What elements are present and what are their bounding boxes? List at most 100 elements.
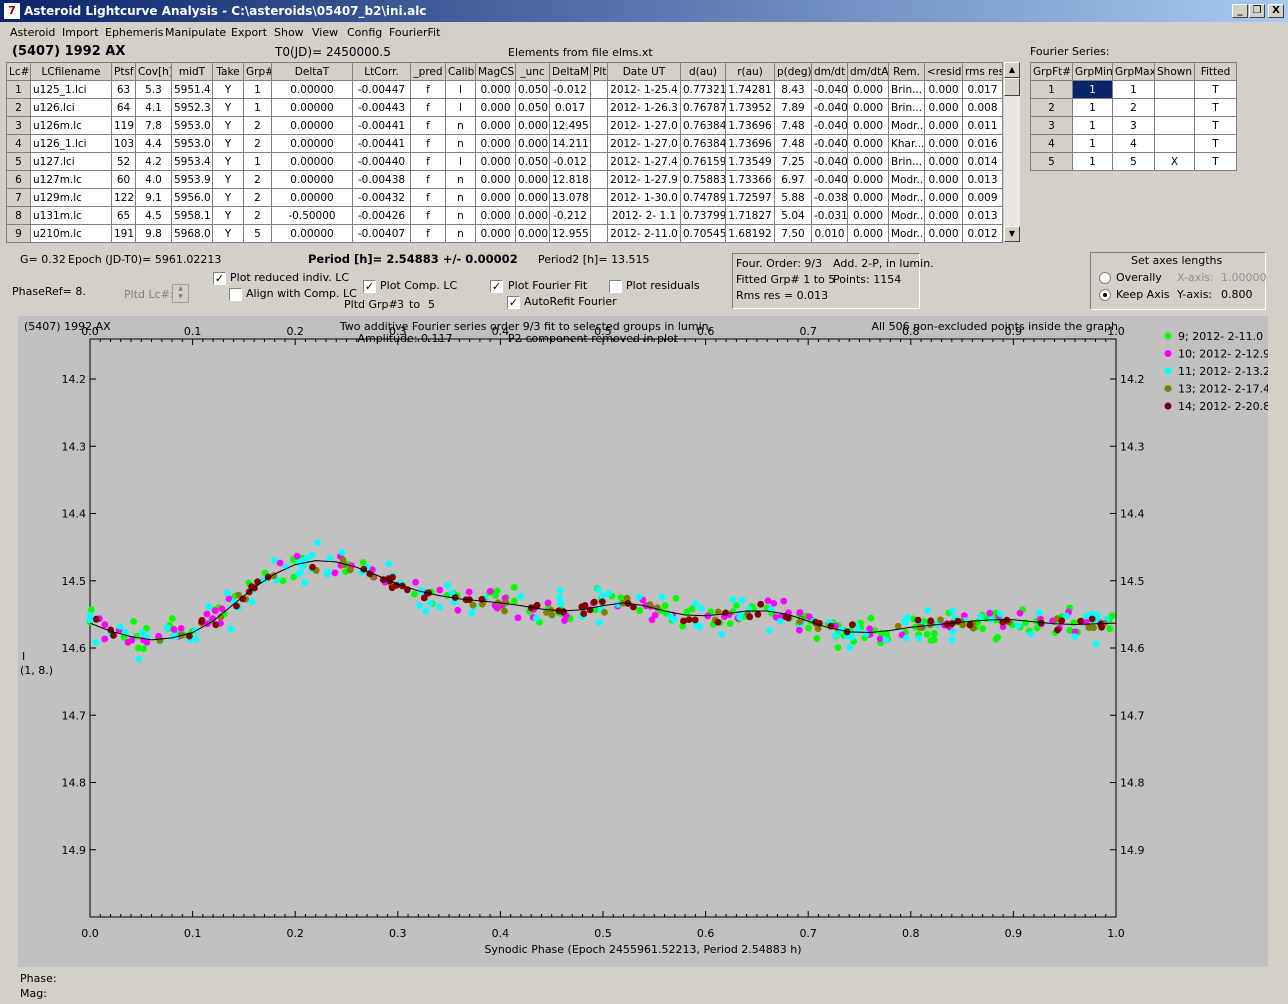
- lc-cell[interactable]: [590, 224, 608, 243]
- lc-cell[interactable]: 0.000: [847, 224, 889, 243]
- lc-cell[interactable]: -0.00407: [352, 224, 411, 243]
- ft-cell[interactable]: [1154, 116, 1195, 135]
- lc-cell[interactable]: 0.016: [962, 134, 1003, 153]
- lc-cell[interactable]: -0.00432: [352, 188, 411, 207]
- lc-cell[interactable]: 2012- 1-27.0: [607, 116, 681, 135]
- ft-cell[interactable]: 1: [1072, 152, 1113, 171]
- lc-cell[interactable]: 0.017: [962, 80, 1003, 99]
- lc-cell[interactable]: [590, 116, 608, 135]
- lc-cell[interactable]: u126.lci: [30, 98, 112, 117]
- lc-cell[interactable]: 0.000: [515, 170, 550, 189]
- lc-cell[interactable]: 0.000: [475, 224, 516, 243]
- lightcurve-table[interactable]: Lc# LCfilename Ptsf Cov[h] midT Take Grp# Delta…: [6, 62, 1003, 243]
- lc-cell[interactable]: 2012- 1-25.4: [607, 80, 681, 99]
- lc-cell[interactable]: 2: [243, 116, 272, 135]
- minimize-button[interactable]: _: [1232, 4, 1248, 18]
- lc-cell[interactable]: 4.1: [135, 98, 172, 117]
- lc-cell[interactable]: 2012- 1-27.0: [607, 134, 681, 153]
- lc-cell[interactable]: 5: [6, 152, 31, 171]
- lc-cell[interactable]: 0.000: [515, 188, 550, 207]
- lc-cell[interactable]: n: [445, 116, 476, 135]
- lc-cell[interactable]: 0.00000: [271, 152, 353, 171]
- lc-cell[interactable]: f: [410, 80, 446, 99]
- menu-import[interactable]: Import: [62, 26, 99, 39]
- lc-cell[interactable]: 0.000: [475, 134, 516, 153]
- lc-header-15[interactable]: Date UT: [607, 62, 681, 81]
- lc-cell[interactable]: 9.1: [135, 188, 172, 207]
- lc-cell[interactable]: 5958.1: [171, 206, 213, 225]
- lc-cell[interactable]: 0.000: [924, 80, 963, 99]
- lc-header-5[interactable]: Take: [212, 62, 244, 81]
- lc-cell[interactable]: 1.71827: [725, 206, 775, 225]
- lc-cell[interactable]: -0.040: [811, 152, 848, 171]
- lc-cell[interactable]: n: [445, 206, 476, 225]
- lc-cell[interactable]: 2: [243, 170, 272, 189]
- lc-cell[interactable]: 0.000: [475, 206, 516, 225]
- plot-residuals-checkbox[interactable]: [609, 280, 622, 293]
- lc-cell[interactable]: 7.48: [774, 116, 812, 135]
- lc-cell[interactable]: 2012- 1-27.9: [607, 170, 681, 189]
- lc-cell[interactable]: 0.017: [549, 98, 591, 117]
- lc-cell[interactable]: -0.012: [549, 80, 591, 99]
- lightcurve-chart[interactable]: (5407) 1992 AX Two additive Fourier serie…: [18, 316, 1270, 967]
- table-row[interactable]: 2 u126.lci 64 4.1 5952.3 Y 1 0.00000 -0.00443 f l 0…: [6, 98, 1003, 117]
- table-row[interactable]: 3 u126m.lc 119 7.8 5953.0 Y 2 0.00000 -0.00441 f n…: [6, 116, 1003, 135]
- lc-cell[interactable]: 119: [111, 116, 136, 135]
- ft-cell[interactable]: 1: [1072, 134, 1113, 153]
- lc-cell[interactable]: [590, 188, 608, 207]
- lc-header-22[interactable]: <resid>: [924, 62, 963, 81]
- lc-cell[interactable]: -0.00447: [352, 80, 411, 99]
- lc-cell[interactable]: 0.000: [924, 134, 963, 153]
- menu-asteroid[interactable]: Asteroid: [10, 26, 56, 39]
- scroll-down-button[interactable]: ▼: [1004, 226, 1020, 242]
- lc-cell[interactable]: 8: [6, 206, 31, 225]
- menu-fourierfit[interactable]: FourierFit: [389, 26, 441, 39]
- lc-cell[interactable]: 2012- 1-27.4: [607, 152, 681, 171]
- lc-cell[interactable]: Y: [212, 188, 244, 207]
- lc-cell[interactable]: -0.031: [811, 206, 848, 225]
- lc-cell[interactable]: Y: [212, 170, 244, 189]
- lc-cell[interactable]: 5: [243, 224, 272, 243]
- lc-header-17[interactable]: r(au): [725, 62, 775, 81]
- lc-cell[interactable]: 0.014: [962, 152, 1003, 171]
- overally-radio[interactable]: [1099, 272, 1111, 284]
- lc-header-2[interactable]: Ptsf: [111, 62, 136, 81]
- lc-cell[interactable]: 0.000: [847, 206, 889, 225]
- lc-cell[interactable]: u127.lci: [30, 152, 112, 171]
- lc-cell[interactable]: 1: [243, 98, 272, 117]
- y-axis-value[interactable]: 0.800: [1221, 288, 1253, 301]
- pltd-grp-from[interactable]: 3: [397, 298, 404, 311]
- lc-cell[interactable]: 5952.3: [171, 98, 213, 117]
- lc-cell[interactable]: 0.000: [847, 98, 889, 117]
- lc-cell[interactable]: [590, 206, 608, 225]
- ft-cell[interactable]: T: [1194, 152, 1237, 171]
- lc-cell[interactable]: -0.040: [811, 134, 848, 153]
- lc-cell[interactable]: 5953.9: [171, 170, 213, 189]
- lc-cell[interactable]: u125_1.lci: [30, 80, 112, 99]
- lc-cell[interactable]: 0.008: [962, 98, 1003, 117]
- ft-cell[interactable]: 1: [1112, 80, 1155, 99]
- menu-manipulate[interactable]: Manipulate: [165, 26, 227, 39]
- lc-cell[interactable]: 0.70545: [680, 224, 726, 243]
- lc-cell[interactable]: 0.000: [924, 170, 963, 189]
- lc-cell[interactable]: 12.495: [549, 116, 591, 135]
- plot-fourier-checkbox[interactable]: ✓: [490, 280, 503, 293]
- lc-cell[interactable]: u127m.lc: [30, 170, 112, 189]
- lc-cell[interactable]: Y: [212, 98, 244, 117]
- lc-cell[interactable]: 6.97: [774, 170, 812, 189]
- scroll-up-button[interactable]: ▲: [1004, 62, 1020, 78]
- ft-cell[interactable]: 5: [1112, 152, 1155, 171]
- lc-cell[interactable]: [590, 98, 608, 117]
- lc-cell[interactable]: 0.00000: [271, 80, 353, 99]
- lc-header-11[interactable]: MagCS: [475, 62, 516, 81]
- lc-cell[interactable]: f: [410, 188, 446, 207]
- lc-cell[interactable]: 0.00000: [271, 116, 353, 135]
- lc-cell[interactable]: 0.000: [475, 188, 516, 207]
- ft-cell[interactable]: [1154, 98, 1195, 117]
- lc-cell[interactable]: 0.000: [515, 134, 550, 153]
- lc-cell[interactable]: 0.76159: [680, 152, 726, 171]
- lc-cell[interactable]: [590, 152, 608, 171]
- lc-cell[interactable]: 1.73366: [725, 170, 775, 189]
- lc-cell[interactable]: -0.50000: [271, 206, 353, 225]
- table-row[interactable]: 5 u127.lci 52 4.2 5953.4 Y 1 0.00000 -0.00440 f l 0…: [6, 152, 1003, 171]
